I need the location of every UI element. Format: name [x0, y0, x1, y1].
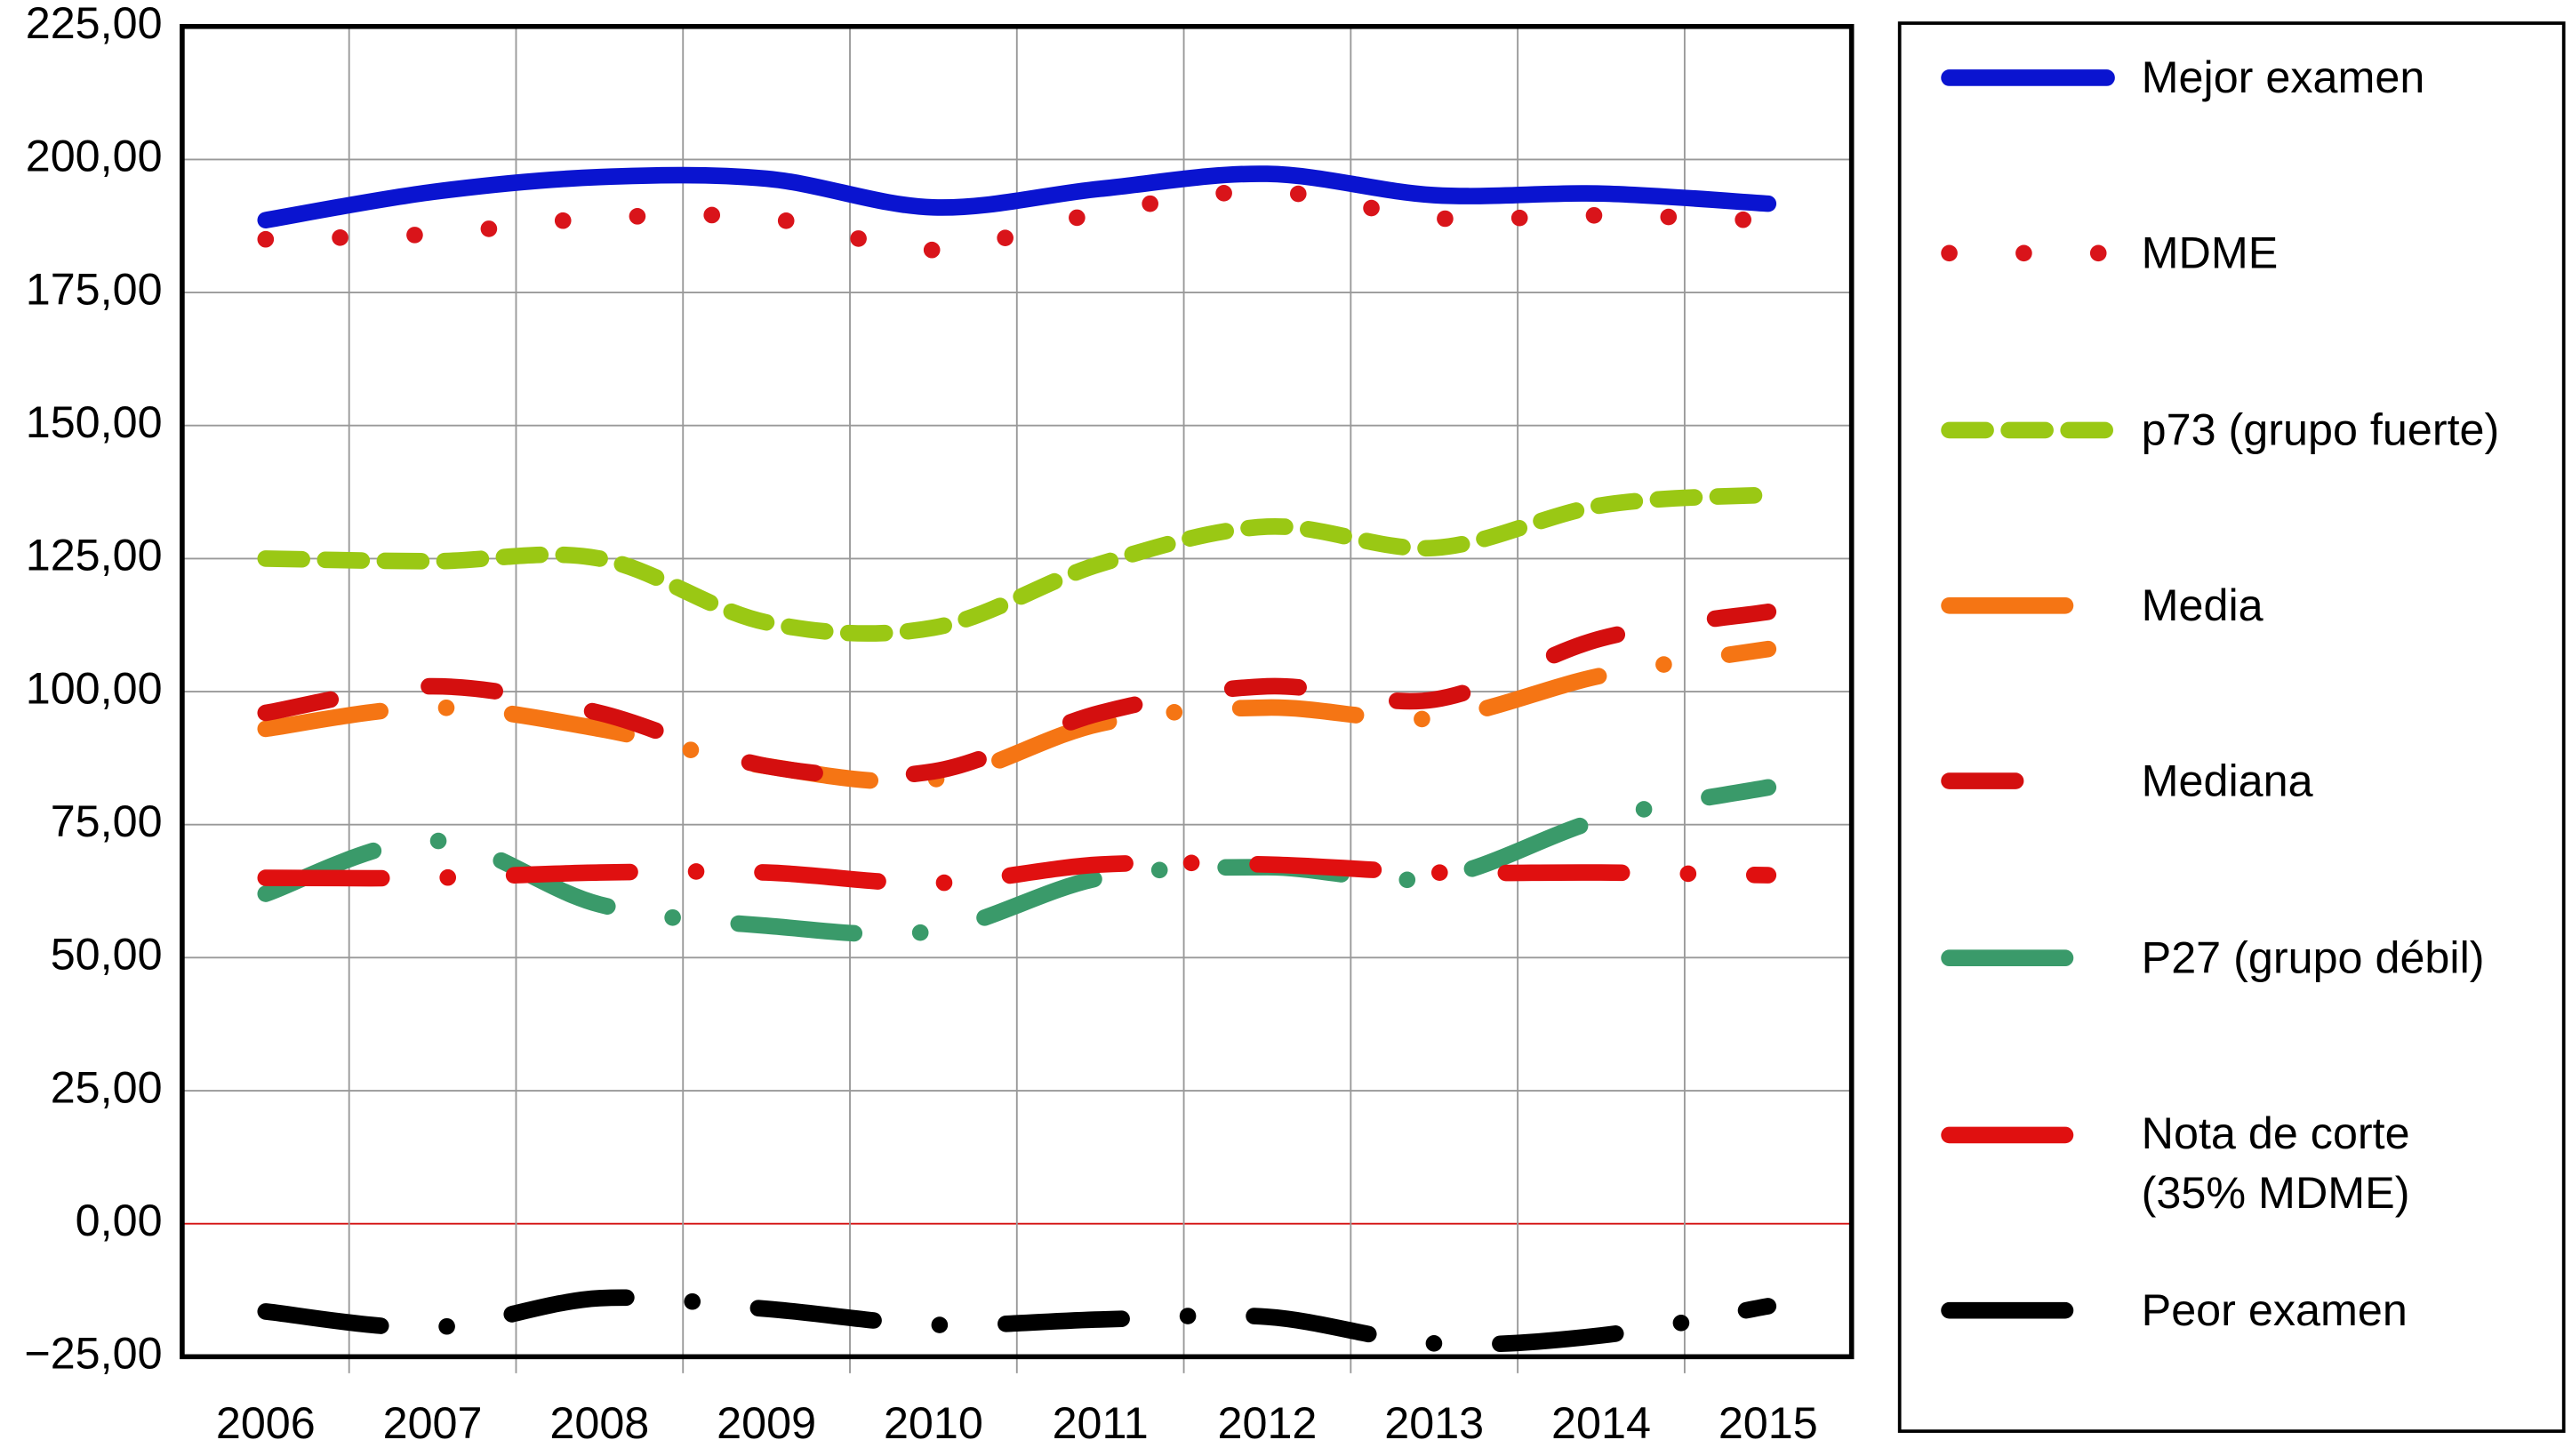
y-tick-label: 100,00 — [26, 662, 163, 713]
series-line — [257, 854, 1777, 892]
legend-box — [1897, 21, 2566, 1433]
legend-item: Media — [2141, 580, 2264, 631]
series-line — [257, 183, 1777, 259]
x-tick-label: 2012 — [1218, 1397, 1318, 1448]
legend-item: Mediana — [2141, 756, 2313, 806]
x-tick-label: 2015 — [1719, 1397, 1818, 1448]
x-tick-label: 2011 — [1053, 1397, 1149, 1448]
series-line — [257, 640, 1777, 790]
y-tick-label: 75,00 — [51, 796, 163, 846]
x-tick-label: 2008 — [549, 1397, 649, 1448]
legend-label: Peor examen — [2141, 1285, 2408, 1336]
x-tick-label: 2010 — [884, 1397, 983, 1448]
x-tick-label: 2006 — [216, 1397, 316, 1448]
legend-label: Mejor examen — [2141, 52, 2425, 103]
legend-label: Media — [2141, 580, 2264, 631]
y-tick-label: 225,00 — [26, 0, 163, 48]
y-tick-label: 175,00 — [26, 263, 163, 314]
x-tick-label: 2009 — [717, 1397, 816, 1448]
y-tick-label: 50,00 — [51, 929, 163, 980]
legend-label: P27 (grupo débil) — [2141, 932, 2485, 983]
legend-item: p73 (grupo fuerte) — [2141, 405, 2500, 455]
legend-label: Mediana — [2141, 756, 2313, 806]
series-line — [257, 1289, 1777, 1353]
legend-item: Nota de corte (35% MDME) — [2141, 1108, 2410, 1218]
legend-item: MDME — [2141, 228, 2279, 278]
series-line — [257, 779, 1777, 943]
y-tick-label: 200,00 — [26, 131, 163, 181]
series-line — [257, 486, 1777, 642]
y-tick-label: 150,00 — [26, 396, 163, 447]
x-tick-label: 2013 — [1384, 1397, 1484, 1448]
series-line — [257, 165, 1777, 228]
plot-frame — [180, 23, 1855, 1360]
legend-label: MDME — [2141, 228, 2279, 278]
legend-item: P27 (grupo débil) — [2141, 932, 2485, 983]
x-tick-label: 2014 — [1551, 1397, 1651, 1448]
legend-label: p73 (grupo fuerte) — [2141, 405, 2500, 455]
legend-item: Peor examen — [2141, 1285, 2408, 1336]
legend-item: Mejor examen — [2141, 52, 2425, 103]
x-tick-label: 2007 — [383, 1397, 483, 1448]
y-tick-label: 0,00 — [76, 1195, 163, 1245]
y-tick-label: 125,00 — [26, 530, 163, 580]
legend-label: Nota de corte (35% MDME) — [2141, 1108, 2410, 1218]
y-tick-label: 25,00 — [51, 1061, 163, 1112]
y-tick-label: −25,00 — [24, 1328, 162, 1379]
